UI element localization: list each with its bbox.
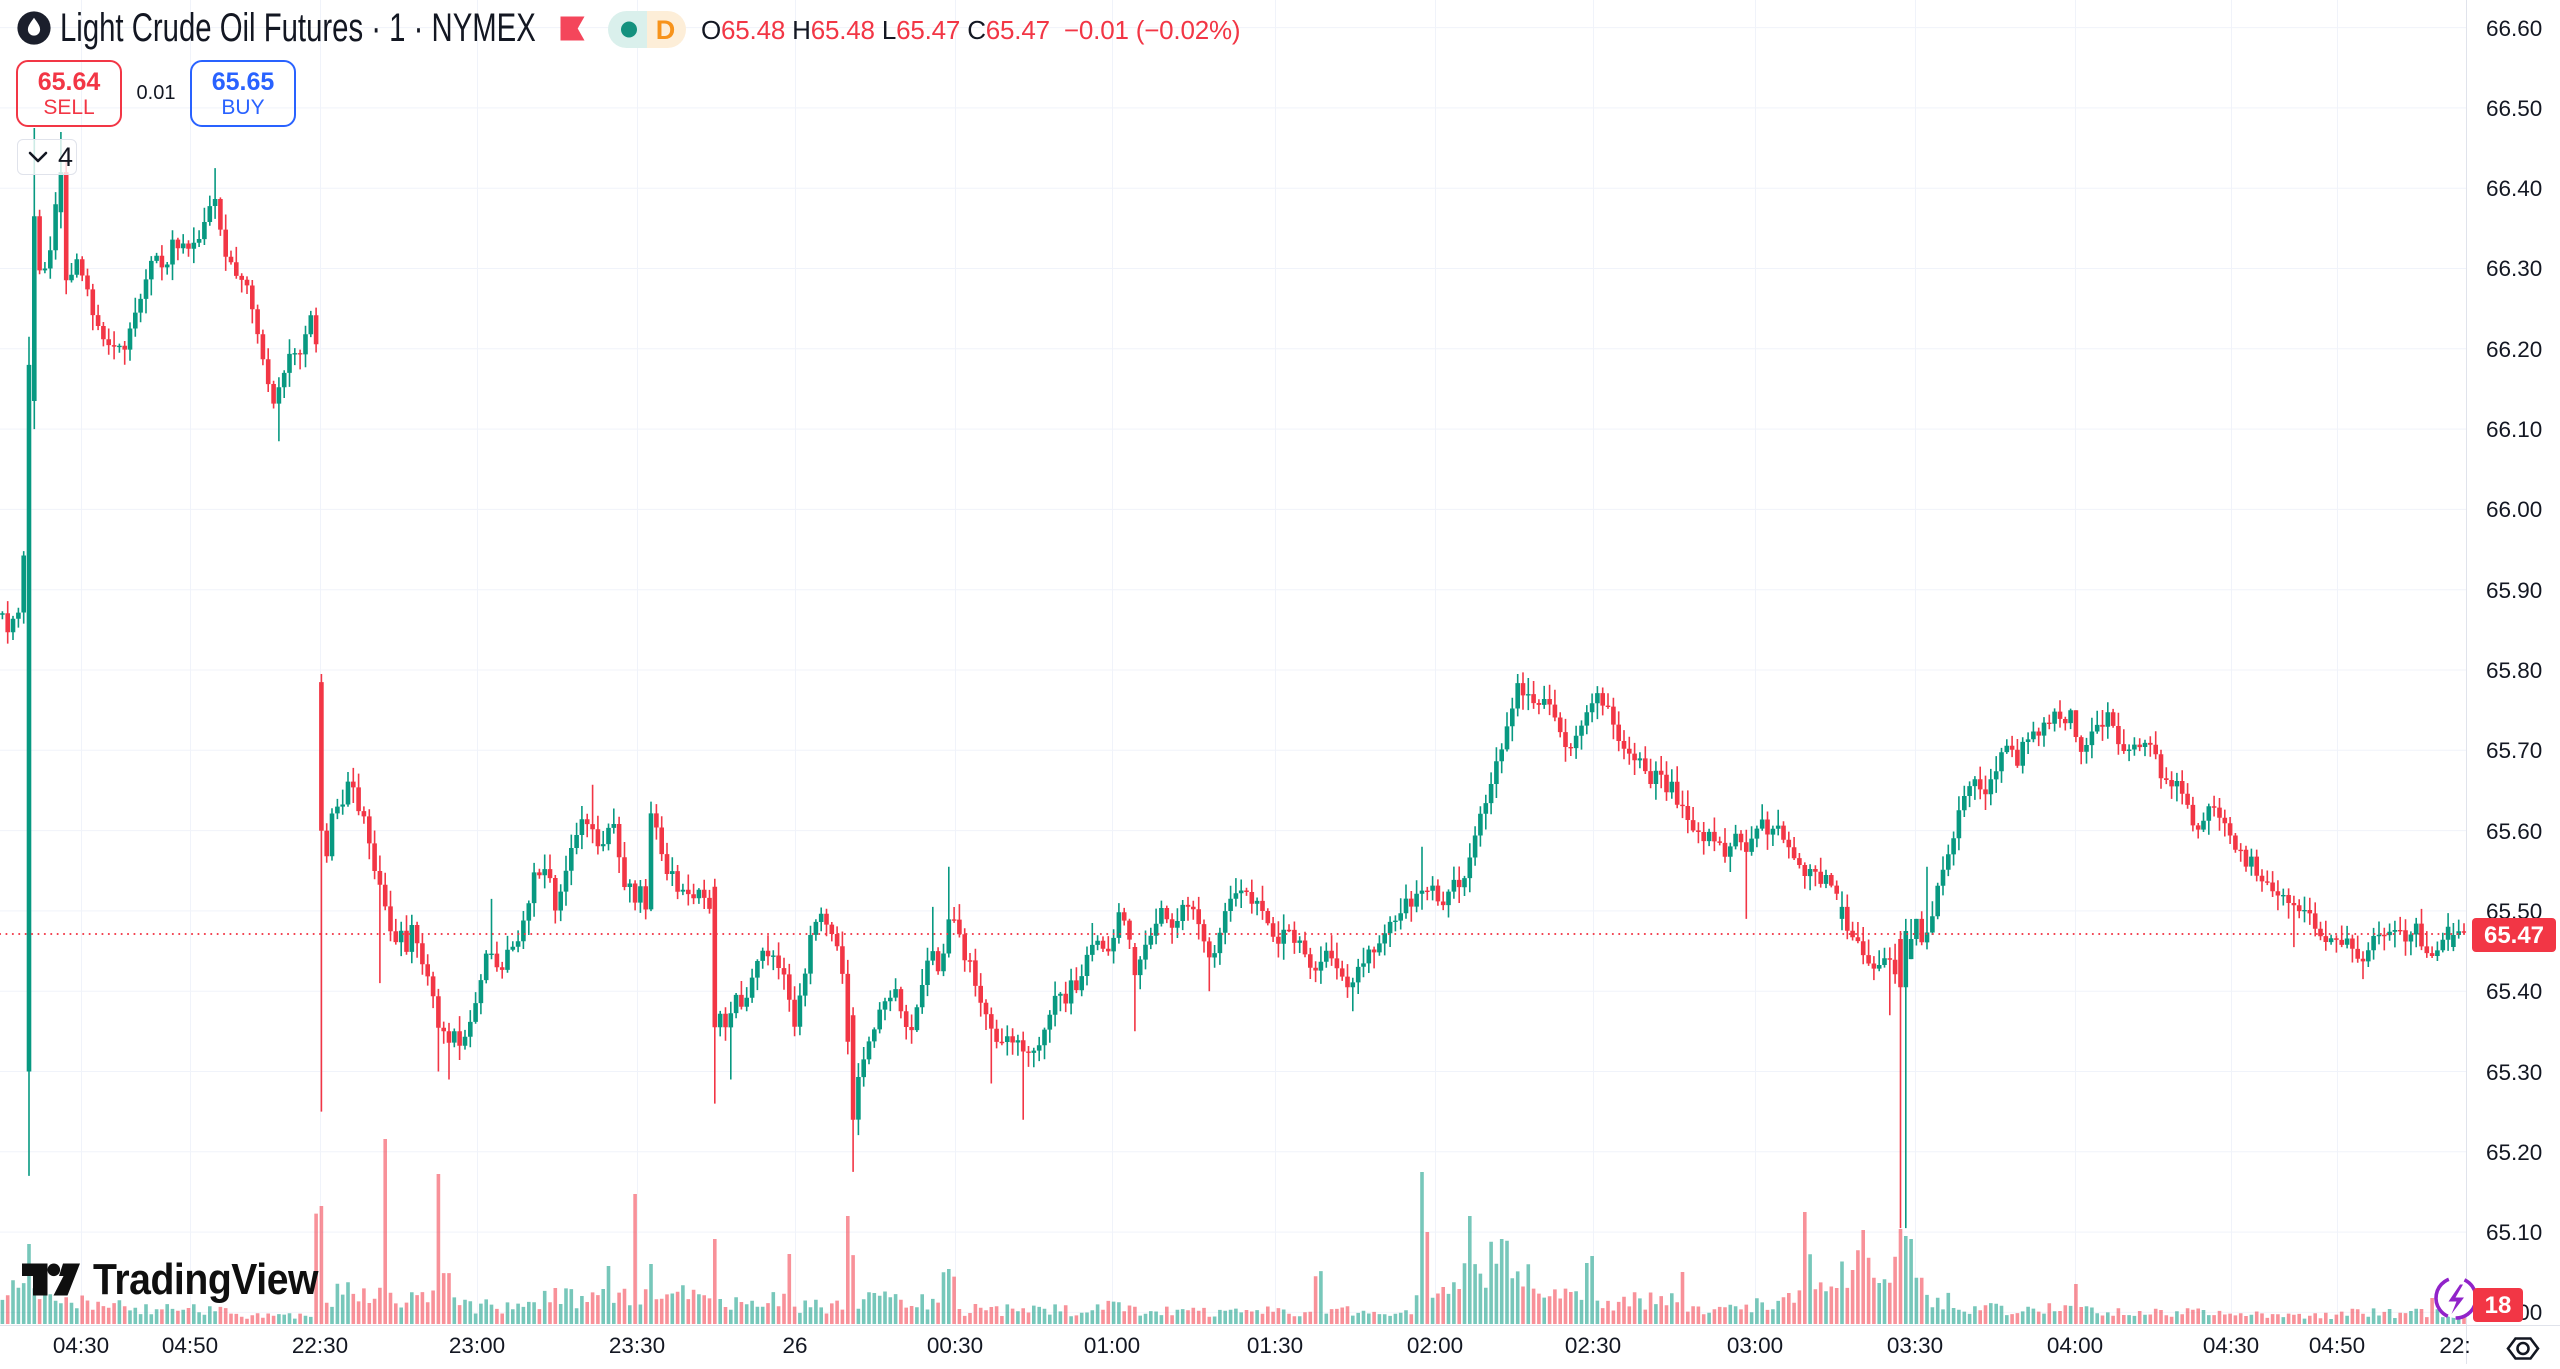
svg-text:65.30: 65.30 <box>2486 1060 2542 1085</box>
svg-text:22:30: 22:30 <box>292 1333 348 1358</box>
svg-text:18: 18 <box>2485 1292 2512 1319</box>
svg-text:02:30: 02:30 <box>1565 1333 1621 1358</box>
svg-text:66.20: 66.20 <box>2486 337 2542 362</box>
svg-text:66.30: 66.30 <box>2486 256 2542 281</box>
svg-text:65.40: 65.40 <box>2486 979 2542 1004</box>
svg-text:03:30: 03:30 <box>1887 1333 1943 1358</box>
svg-text:65.70: 65.70 <box>2486 738 2542 763</box>
svg-text:01:30: 01:30 <box>1247 1333 1303 1358</box>
svg-text:02:00: 02:00 <box>1407 1333 1463 1358</box>
svg-text:66.00: 66.00 <box>2486 497 2542 522</box>
svg-text:03:00: 03:00 <box>1727 1333 1783 1358</box>
svg-text:66.60: 66.60 <box>2486 16 2542 41</box>
svg-text:01:00: 01:00 <box>1084 1333 1140 1358</box>
svg-text:04:30: 04:30 <box>53 1333 109 1358</box>
svg-text:65.10: 65.10 <box>2486 1220 2542 1245</box>
svg-text:22:: 22: <box>2439 1333 2470 1358</box>
svg-text:04:30: 04:30 <box>2203 1333 2259 1358</box>
svg-text:65.90: 65.90 <box>2486 578 2542 603</box>
svg-text:65.47: 65.47 <box>2484 922 2544 949</box>
svg-text:04:50: 04:50 <box>2309 1333 2365 1358</box>
svg-text:23:00: 23:00 <box>449 1333 505 1358</box>
svg-text:04:50: 04:50 <box>162 1333 218 1358</box>
svg-text:23:30: 23:30 <box>609 1333 665 1358</box>
svg-text:26: 26 <box>782 1333 807 1358</box>
svg-text:66.50: 66.50 <box>2486 96 2542 121</box>
svg-text:D: D <box>656 15 676 45</box>
svg-text:04:00: 04:00 <box>2047 1333 2103 1358</box>
svg-text:66.40: 66.40 <box>2486 176 2542 201</box>
svg-text:00:30: 00:30 <box>927 1333 983 1358</box>
svg-text:65.80: 65.80 <box>2486 658 2542 683</box>
svg-text:66.10: 66.10 <box>2486 417 2542 442</box>
svg-text:65.60: 65.60 <box>2486 819 2542 844</box>
svg-text:65.20: 65.20 <box>2486 1140 2542 1165</box>
